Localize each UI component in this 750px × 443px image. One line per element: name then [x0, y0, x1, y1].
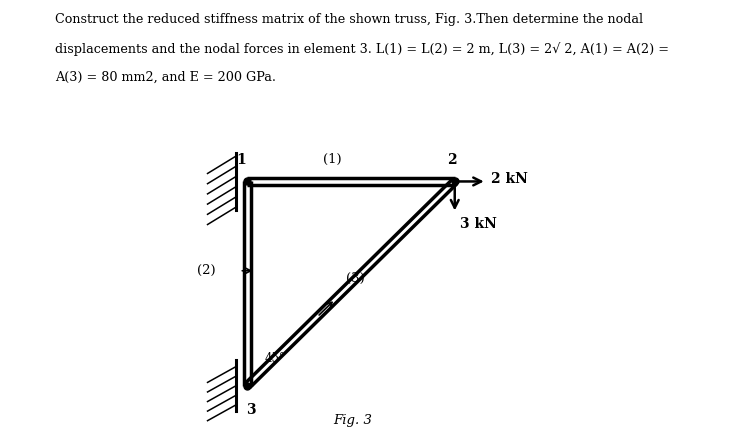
Text: displacements and the nodal forces in element 3. L(1) = L(2) = 2 m, L(3) = 2√ 2,: displacements and the nodal forces in el…: [55, 42, 669, 56]
Text: (1): (1): [322, 153, 341, 166]
Text: 3: 3: [246, 403, 256, 417]
Text: (2): (2): [196, 264, 215, 277]
Text: 3 kN: 3 kN: [460, 217, 497, 230]
Text: 2 kN: 2 kN: [491, 172, 528, 186]
Text: Fig. 3: Fig. 3: [333, 414, 372, 427]
Text: A(3) = 80 mm2, and E = 200 GPa.: A(3) = 80 mm2, and E = 200 GPa.: [55, 71, 276, 84]
Text: (3): (3): [346, 272, 364, 284]
Text: Construct the reduced stiffness matrix of the shown truss, Fig. 3.Then determine: Construct the reduced stiffness matrix o…: [55, 13, 643, 26]
Text: 2: 2: [447, 153, 456, 167]
Text: 1: 1: [236, 153, 246, 167]
Text: 45°: 45°: [265, 352, 286, 365]
